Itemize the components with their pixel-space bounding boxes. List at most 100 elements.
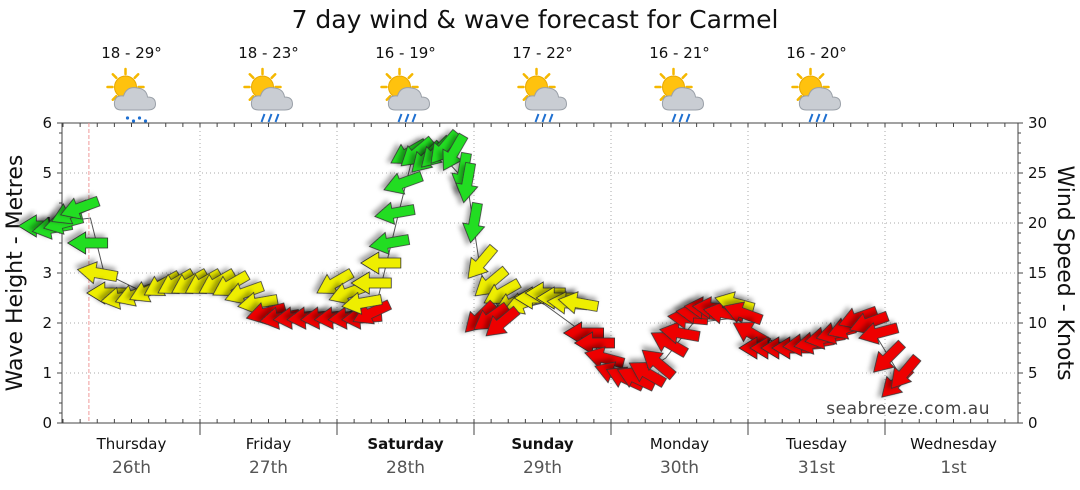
wind-arrow [316, 268, 355, 294]
y2-axis-label: Wind Speed - Knots [1052, 165, 1077, 380]
cloud [524, 87, 568, 111]
wind-arrow-shape [341, 291, 383, 315]
wind-arrow-shape [224, 280, 265, 305]
rain-drop [548, 113, 554, 123]
y-tick-label: 0 [42, 414, 52, 432]
rain-drop [260, 113, 266, 123]
y-tick-label: 5 [42, 164, 52, 182]
sun-ray [659, 73, 666, 80]
sun-ray [544, 73, 551, 80]
watermark: seabreeze.com.au [826, 399, 990, 419]
rain-drop [274, 113, 280, 123]
wind-arrow [485, 305, 521, 337]
sun-ray [659, 94, 666, 101]
wind-arrow-shape [59, 195, 101, 220]
sun-ray [407, 73, 414, 80]
day-label: Wednesday [910, 435, 997, 453]
wind-arrow-shape [467, 243, 499, 279]
day-label: Saturday [367, 435, 444, 453]
sun-ray [818, 73, 825, 80]
wind-arrow [723, 301, 764, 326]
sun-cloud-rain-icon [517, 67, 568, 123]
wind-arrow [873, 339, 906, 373]
wind-arrow-shape [641, 349, 677, 381]
y2-tick-label: 30 [1028, 114, 1047, 132]
rain-drop [404, 113, 410, 123]
wind-arrow [890, 353, 922, 389]
date-label: 30th [660, 458, 699, 478]
wind-arrow-shape [442, 132, 469, 171]
wind-arrow-shape [890, 353, 922, 389]
y-tick-label: 3 [42, 264, 52, 282]
rain-drop [534, 113, 540, 123]
day-label: Friday [246, 435, 292, 453]
wind-arrow-shape [650, 332, 689, 358]
date-label: 29th [523, 458, 562, 478]
date-label: 28th [386, 458, 425, 478]
temperature-label: 16 - 21° [649, 44, 710, 62]
wind-arrow [462, 201, 486, 244]
date-label: 26th [112, 458, 151, 478]
cloud [798, 87, 842, 111]
sun-cloud-rain-icon [654, 67, 705, 123]
sun-ray [796, 94, 803, 101]
day-label: Thursday [96, 435, 167, 453]
sun-ray [133, 73, 140, 80]
wind-arrow [360, 251, 402, 275]
sun-ray [522, 94, 529, 101]
temperature-label: 16 - 20° [786, 44, 847, 62]
rain-drop [541, 113, 547, 123]
rain-drop [678, 113, 684, 123]
cloud [387, 87, 431, 111]
wind-arrow-shape [455, 161, 479, 204]
rain-drop [267, 113, 273, 123]
wind-arrow-shape [350, 271, 392, 295]
wind-arrow [76, 261, 119, 285]
wind-arrow-shape [659, 321, 701, 345]
wind-arrow-shape [360, 251, 402, 275]
wind-arrow [66, 231, 109, 255]
date-label: 31st [798, 458, 835, 478]
wind-arrow [350, 271, 392, 295]
rain-drop [397, 113, 403, 123]
shower-dot [137, 116, 142, 120]
y-tick-label: 2 [42, 314, 52, 332]
sun-cloud-rain-icon [243, 67, 294, 123]
wind-arrow-shape [573, 331, 615, 355]
rain-drop [815, 113, 821, 123]
shower-dot [143, 119, 148, 123]
wind-arrow-shape [66, 231, 109, 255]
sun-ray [796, 73, 803, 80]
wind-arrow [341, 291, 383, 315]
temperature-label: 18 - 29° [101, 44, 162, 62]
y2-tick-label: 0 [1028, 414, 1038, 432]
wind-arrow [224, 280, 265, 305]
sun-ray [385, 73, 392, 80]
wind-arrow [442, 132, 469, 171]
y2-tick-label: 25 [1028, 164, 1047, 182]
sun-ray [681, 73, 688, 80]
wind-arrow [650, 332, 689, 358]
rain-drop [671, 113, 677, 123]
sun-ray [111, 73, 118, 80]
wind-arrow-shape [368, 231, 411, 255]
rain-drop [808, 113, 814, 123]
wind-arrow [557, 291, 600, 315]
sun-ray [248, 94, 255, 101]
wind-arrow [212, 270, 251, 296]
sun-ray [270, 73, 277, 80]
wind-arrow-shape [212, 270, 251, 296]
cloud [250, 87, 294, 111]
sun-ray [385, 94, 392, 101]
date-label: 27th [249, 458, 288, 478]
y2-tick-label: 10 [1028, 314, 1047, 332]
y-tick-label: 6 [42, 114, 52, 132]
wind-arrow [573, 331, 615, 355]
sun-cloud-showers-icon [106, 67, 157, 123]
wind-arrow [641, 349, 677, 381]
day-label: Tuesday [785, 435, 847, 453]
wind-arrow [374, 201, 416, 225]
wind-arrow-shape [858, 322, 900, 345]
temperature-label: 16 - 19° [375, 44, 436, 62]
plot-area: 0123456051015202530Wave Height - MetresW… [3, 114, 1077, 435]
